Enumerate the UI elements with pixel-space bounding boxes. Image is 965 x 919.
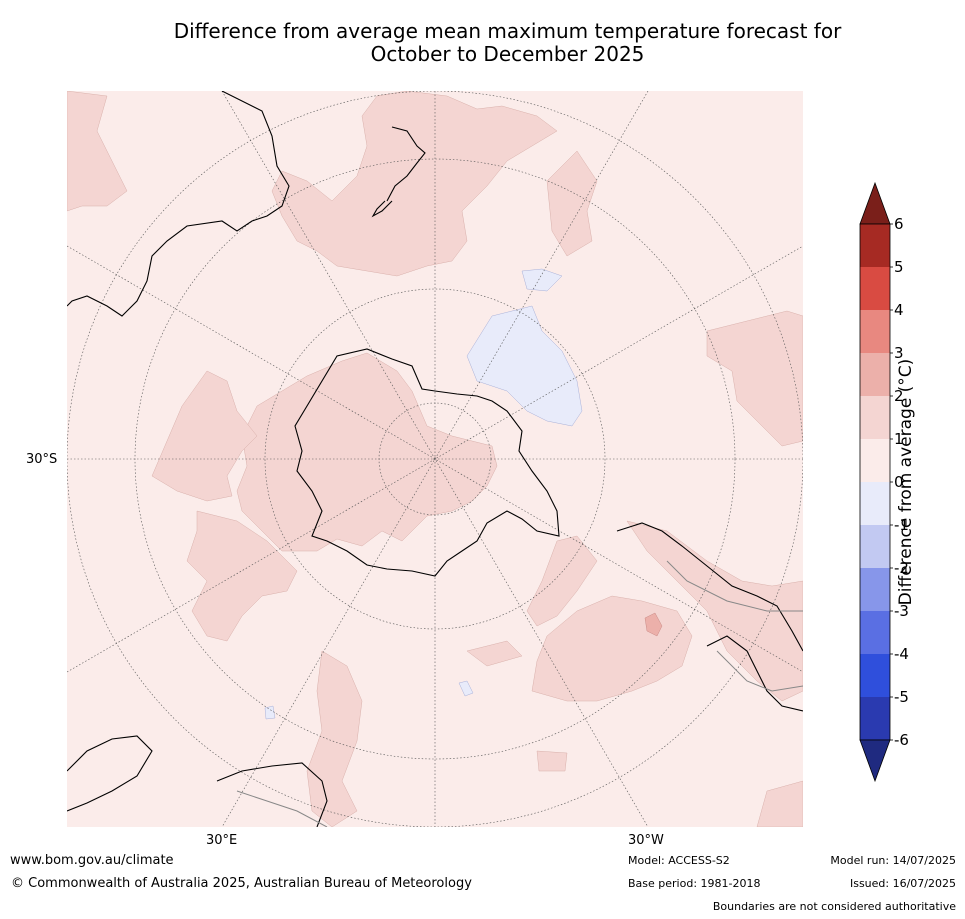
colorbar-tick-label: 1 bbox=[894, 430, 904, 448]
colorbar-band bbox=[860, 267, 890, 310]
coast-antarctica bbox=[294, 348, 560, 577]
colorbar-over-triangle bbox=[859, 181, 891, 225]
colorbar-tick-label: -4 bbox=[894, 645, 909, 663]
colorbar-title: Difference from average (°C) bbox=[896, 358, 916, 606]
region-small-2 bbox=[536, 750, 568, 772]
region-atlantic-arm-warm bbox=[526, 535, 598, 627]
footer-base-period: Base period: 1981-2018 bbox=[628, 877, 761, 890]
region-2-to-3-warm bbox=[644, 612, 663, 637]
lon-label-30e: 30°E bbox=[206, 833, 238, 848]
lat-label-30s: 30°S bbox=[26, 452, 58, 467]
colorbar-band bbox=[860, 224, 890, 267]
anomaly-1-to-2-regions bbox=[67, 91, 803, 827]
forecast-map bbox=[67, 91, 803, 827]
boundaries bbox=[236, 560, 803, 827]
lon-label-30w: 30°W bbox=[628, 833, 664, 848]
colorbar-band bbox=[860, 525, 890, 568]
colorbar-svg: 6 5 4 3 2 1 0 -1 -2 -3 -4 -5 -6 bbox=[859, 181, 909, 783]
colorbar-tick-label: 0 bbox=[894, 473, 904, 491]
title-line-1: Difference from average mean maximum tem… bbox=[173, 19, 842, 43]
colorbar-tick-label: -1 bbox=[894, 516, 909, 534]
coast-south-america-lower bbox=[706, 635, 803, 712]
region-antarctica-warm bbox=[236, 352, 498, 552]
colorbar-band bbox=[860, 353, 890, 396]
region-sw-warm bbox=[186, 510, 298, 642]
coast-australia bbox=[67, 91, 290, 317]
colorbar-band bbox=[860, 310, 890, 353]
anomaly-minus-1-to-0-regions bbox=[264, 268, 583, 720]
colorbar-band bbox=[860, 697, 890, 740]
region-cool-small-1 bbox=[521, 268, 563, 292]
graticule bbox=[67, 91, 803, 827]
region-se-warm bbox=[756, 780, 803, 827]
colorbar-band bbox=[860, 482, 890, 525]
colorbar-tick-label: -3 bbox=[894, 602, 909, 620]
region-small-1 bbox=[466, 640, 523, 667]
region-weddell-cool bbox=[466, 305, 583, 427]
boundary-line-3 bbox=[236, 790, 328, 827]
colorbar-tick-label: 6 bbox=[894, 215, 904, 233]
coast-africa bbox=[67, 735, 153, 812]
footer-url[interactable]: www.bom.gov.au/climate bbox=[10, 853, 174, 868]
coast-nz-south bbox=[371, 200, 393, 218]
graticule-circle-2 bbox=[264, 288, 606, 630]
footer-model-run: Model run: 14/07/2025 bbox=[830, 854, 956, 867]
colorbar-band bbox=[860, 568, 890, 611]
region-indian-warm bbox=[151, 370, 258, 502]
colorbar-tick-label: -5 bbox=[894, 688, 909, 706]
colorbar-tick-label: -2 bbox=[894, 559, 909, 577]
region-cool-small-3 bbox=[264, 705, 276, 720]
boundary-line-1 bbox=[666, 560, 803, 612]
footer-model: Model: ACCESS-S2 bbox=[628, 854, 730, 867]
colorbar-band bbox=[860, 611, 890, 654]
colorbar-band bbox=[860, 654, 890, 697]
colorbar-tick-label: 3 bbox=[894, 344, 904, 362]
colorbar-tick-label: 4 bbox=[894, 301, 904, 319]
coastlines bbox=[67, 91, 803, 827]
footer-disclaimer: Boundaries are not considered authoritat… bbox=[712, 900, 956, 913]
colorbar-tick-label: -6 bbox=[894, 731, 909, 749]
region-south-warm bbox=[306, 650, 363, 827]
boundary-line-2 bbox=[716, 650, 803, 692]
footer-issued: Issued: 16/07/2025 bbox=[849, 877, 956, 890]
colorbar: 6 5 4 3 2 1 0 -1 -2 -3 -4 -5 -6 bbox=[855, 180, 965, 785]
colorbar-band bbox=[860, 439, 890, 482]
colorbar-tick-label: 2 bbox=[894, 387, 904, 405]
coast-nz-north bbox=[386, 126, 426, 202]
colorbar-tick-label: 5 bbox=[894, 258, 904, 276]
coast-south-america bbox=[616, 522, 803, 652]
region-nw-corner-warm bbox=[67, 91, 128, 212]
map-title: Difference from average mean maximum tem… bbox=[0, 20, 965, 66]
footer-copyright: © Commonwealth of Australia 2025, Austra… bbox=[11, 876, 472, 891]
title-line-2: October to December 2025 bbox=[370, 42, 645, 66]
region-cool-small-2 bbox=[458, 680, 474, 697]
map-svg bbox=[67, 91, 803, 827]
region-pacific-warm bbox=[546, 150, 598, 257]
coast-africa-madagascar bbox=[216, 762, 328, 827]
colorbar-under-triangle bbox=[859, 739, 891, 783]
region-south-america-warm bbox=[626, 520, 803, 702]
colorbar-band bbox=[860, 396, 890, 439]
region-east-warm bbox=[706, 310, 803, 447]
region-tasman-warm bbox=[271, 91, 558, 277]
